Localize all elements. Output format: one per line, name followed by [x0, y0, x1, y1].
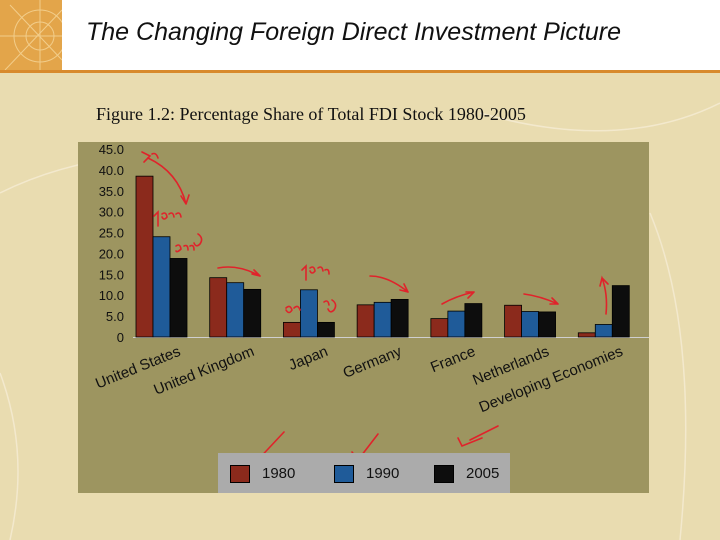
y-axis-tick-labels: 0 5.0 10.0 15.0 20.0 25.0 30.0 35.0 40.0 45.0: [99, 142, 124, 345]
x-tick-label: Japan: [286, 343, 330, 374]
annotation-arrow-germany: [369, 275, 409, 293]
bar-chart-svg: 05.010.015.020.025.030.035.040.045.0 Uni…: [93, 142, 649, 466]
y-tick-label: 35.0: [99, 184, 124, 199]
bar-japan-1990: [300, 289, 318, 338]
bar-chart: 0 5.0 10.0 15.0 20.0 25.0 30.0 35.0 40.0 45.0 Uni…: [78, 142, 649, 493]
bar-netherlands-2005: [538, 311, 556, 338]
legend-swatch-2005: [434, 465, 454, 483]
y-tick-label: 45.0: [99, 142, 124, 157]
bar-developing-economies-1980: [577, 332, 596, 338]
bar-developing-economies-2005: [611, 285, 630, 338]
legend-label-1990: 1990: [366, 465, 400, 482]
annotation-scribble-us-2005: [175, 233, 203, 253]
annotation-scribble-japan-2005: [323, 299, 337, 313]
annotation-check-2005: [457, 425, 499, 448]
bar-france-1980: [430, 318, 449, 338]
annotation-arrow-us: [147, 157, 190, 205]
bars: [135, 175, 630, 338]
bar-united-kingdom-1980: [209, 277, 228, 338]
bar-netherlands-1980: [504, 304, 522, 338]
title-divider: [0, 70, 720, 73]
x-tick-label: Germany: [341, 343, 405, 382]
bar-united-kingdom-2005: [243, 288, 262, 338]
y-tick-label: 30.0: [99, 205, 124, 220]
decorative-star-pattern: [0, 0, 62, 72]
y-tick-label: 10.0: [99, 288, 124, 303]
title-bar: [62, 0, 720, 70]
x-tick-label: France: [428, 343, 478, 376]
legend-label-2005: 2005: [466, 465, 500, 482]
annotation-scribble-japan-1990: [301, 264, 330, 281]
annotation-arrow-developing: [599, 275, 609, 315]
annotation-arrow-uk: [217, 266, 261, 277]
legend-swatch-1980: [230, 465, 250, 483]
bar-japan-2005: [317, 321, 335, 338]
bar-united-kingdom-1990: [226, 282, 245, 338]
slide-title: The Changing Foreign Direct Investment P…: [86, 18, 621, 46]
bar-united-states-1990: [152, 236, 171, 338]
bar-japan-1980: [283, 321, 301, 338]
y-tick-label: 40.0: [99, 163, 124, 178]
bar-france-1990: [447, 310, 466, 338]
bar-united-states-2005: [169, 258, 188, 338]
bar-germany-1990: [373, 301, 392, 338]
y-tick-label: 0: [117, 330, 124, 345]
bar-germany-1980: [356, 304, 375, 338]
y-tick-label: 15.0: [99, 267, 124, 282]
annotation-scribble-us-1990: [153, 210, 182, 227]
y-tick-label: 20.0: [99, 246, 124, 261]
figure-caption: Figure 1.2: Percentage Share of Total FD…: [96, 104, 526, 124]
decorative-corner: [0, 0, 62, 72]
y-tick-label: 5.0: [106, 309, 124, 324]
handwritten-annotations: [141, 151, 609, 466]
bar-developing-economies-1990: [594, 324, 613, 338]
bar-germany-2005: [390, 298, 409, 338]
legend-label-1980: 1980: [262, 465, 296, 482]
annotation-arrow-netherlands: [523, 293, 559, 305]
legend-swatch-1990: [334, 465, 354, 483]
bar-united-states-1980: [135, 175, 154, 338]
bar-france-2005: [464, 303, 483, 338]
bar-netherlands-1990: [521, 311, 539, 338]
annotation-scribble-us-1980: [141, 151, 159, 163]
y-tick-label: 25.0: [99, 226, 124, 241]
annotation-scribble-japan-1980: [285, 305, 301, 314]
chart-legend: 1980 1990 2005: [218, 453, 510, 493]
annotation-arrow-france: [441, 291, 475, 305]
